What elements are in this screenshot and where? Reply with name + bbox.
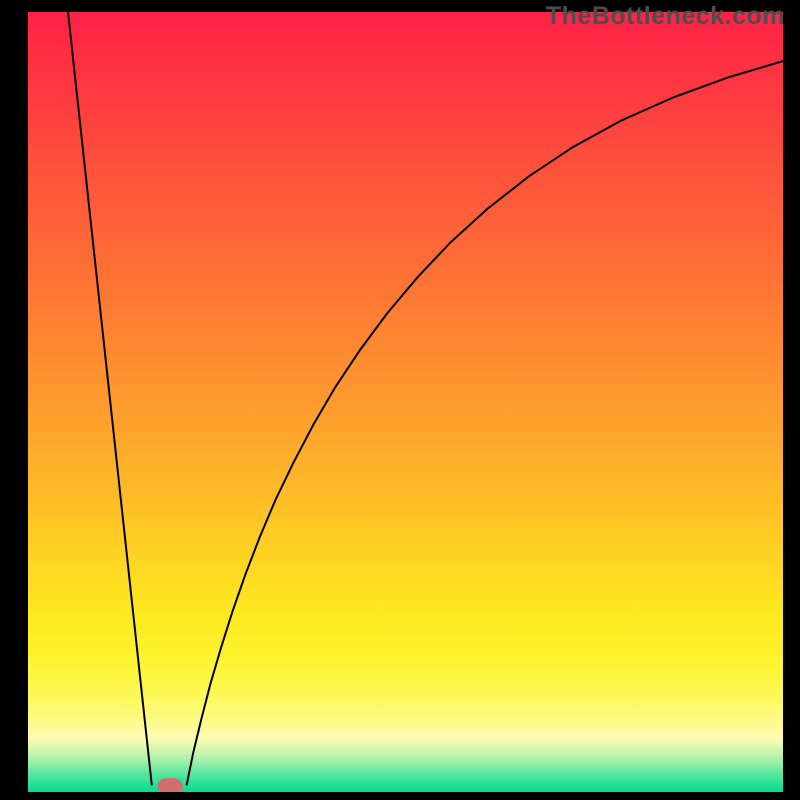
chart-frame: TheBottleneck.com — [0, 0, 800, 800]
minimum-marker — [157, 778, 183, 792]
background-gradient — [28, 12, 783, 792]
plot-area — [28, 12, 783, 792]
watermark-text: TheBottleneck.com — [546, 2, 785, 31]
